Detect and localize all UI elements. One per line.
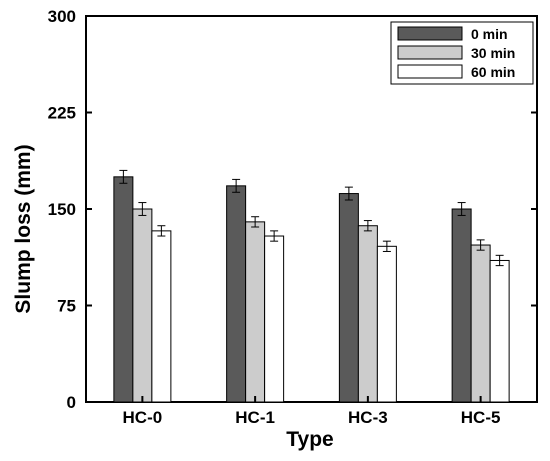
y-tick-label: 150: [48, 200, 76, 219]
bar: [226, 185, 247, 403]
legend-label: 0 min: [471, 26, 508, 42]
bar: [470, 244, 491, 403]
y-tick-label: 225: [48, 104, 76, 123]
y-tick-label: 300: [48, 7, 76, 26]
bars-layer: [113, 169, 510, 403]
bar: [245, 221, 266, 403]
bar: [113, 176, 134, 403]
bar: [357, 225, 378, 403]
x-tick-label: HC-3: [348, 408, 388, 427]
legend-label: 60 min: [471, 64, 515, 80]
legend-label: 30 min: [471, 45, 515, 61]
legend-swatch: [397, 64, 463, 79]
bar: [451, 208, 472, 403]
x-axis-title: Type: [286, 428, 333, 451]
bar: [264, 235, 285, 403]
y-tick-label: 75: [57, 297, 76, 316]
x-tick-label: HC-0: [123, 408, 163, 427]
bar: [376, 245, 397, 403]
legend-swatch: [397, 45, 463, 60]
bar: [151, 230, 172, 403]
bar: [338, 193, 359, 403]
ticks-layer: 0 75 150 225 300 HC-0 HC-1 HC-3 HC-5: [48, 7, 537, 427]
legend: 0 min 30 min 60 min: [390, 21, 534, 85]
y-tick-label: 0: [67, 393, 76, 412]
x-tick-label: HC-1: [235, 408, 275, 427]
bar: [132, 208, 153, 403]
x-tick-label: HC-5: [461, 408, 501, 427]
bar: [489, 259, 510, 403]
legend-swatch: [397, 26, 463, 41]
y-axis-title: Slump loss (mm): [12, 144, 35, 313]
